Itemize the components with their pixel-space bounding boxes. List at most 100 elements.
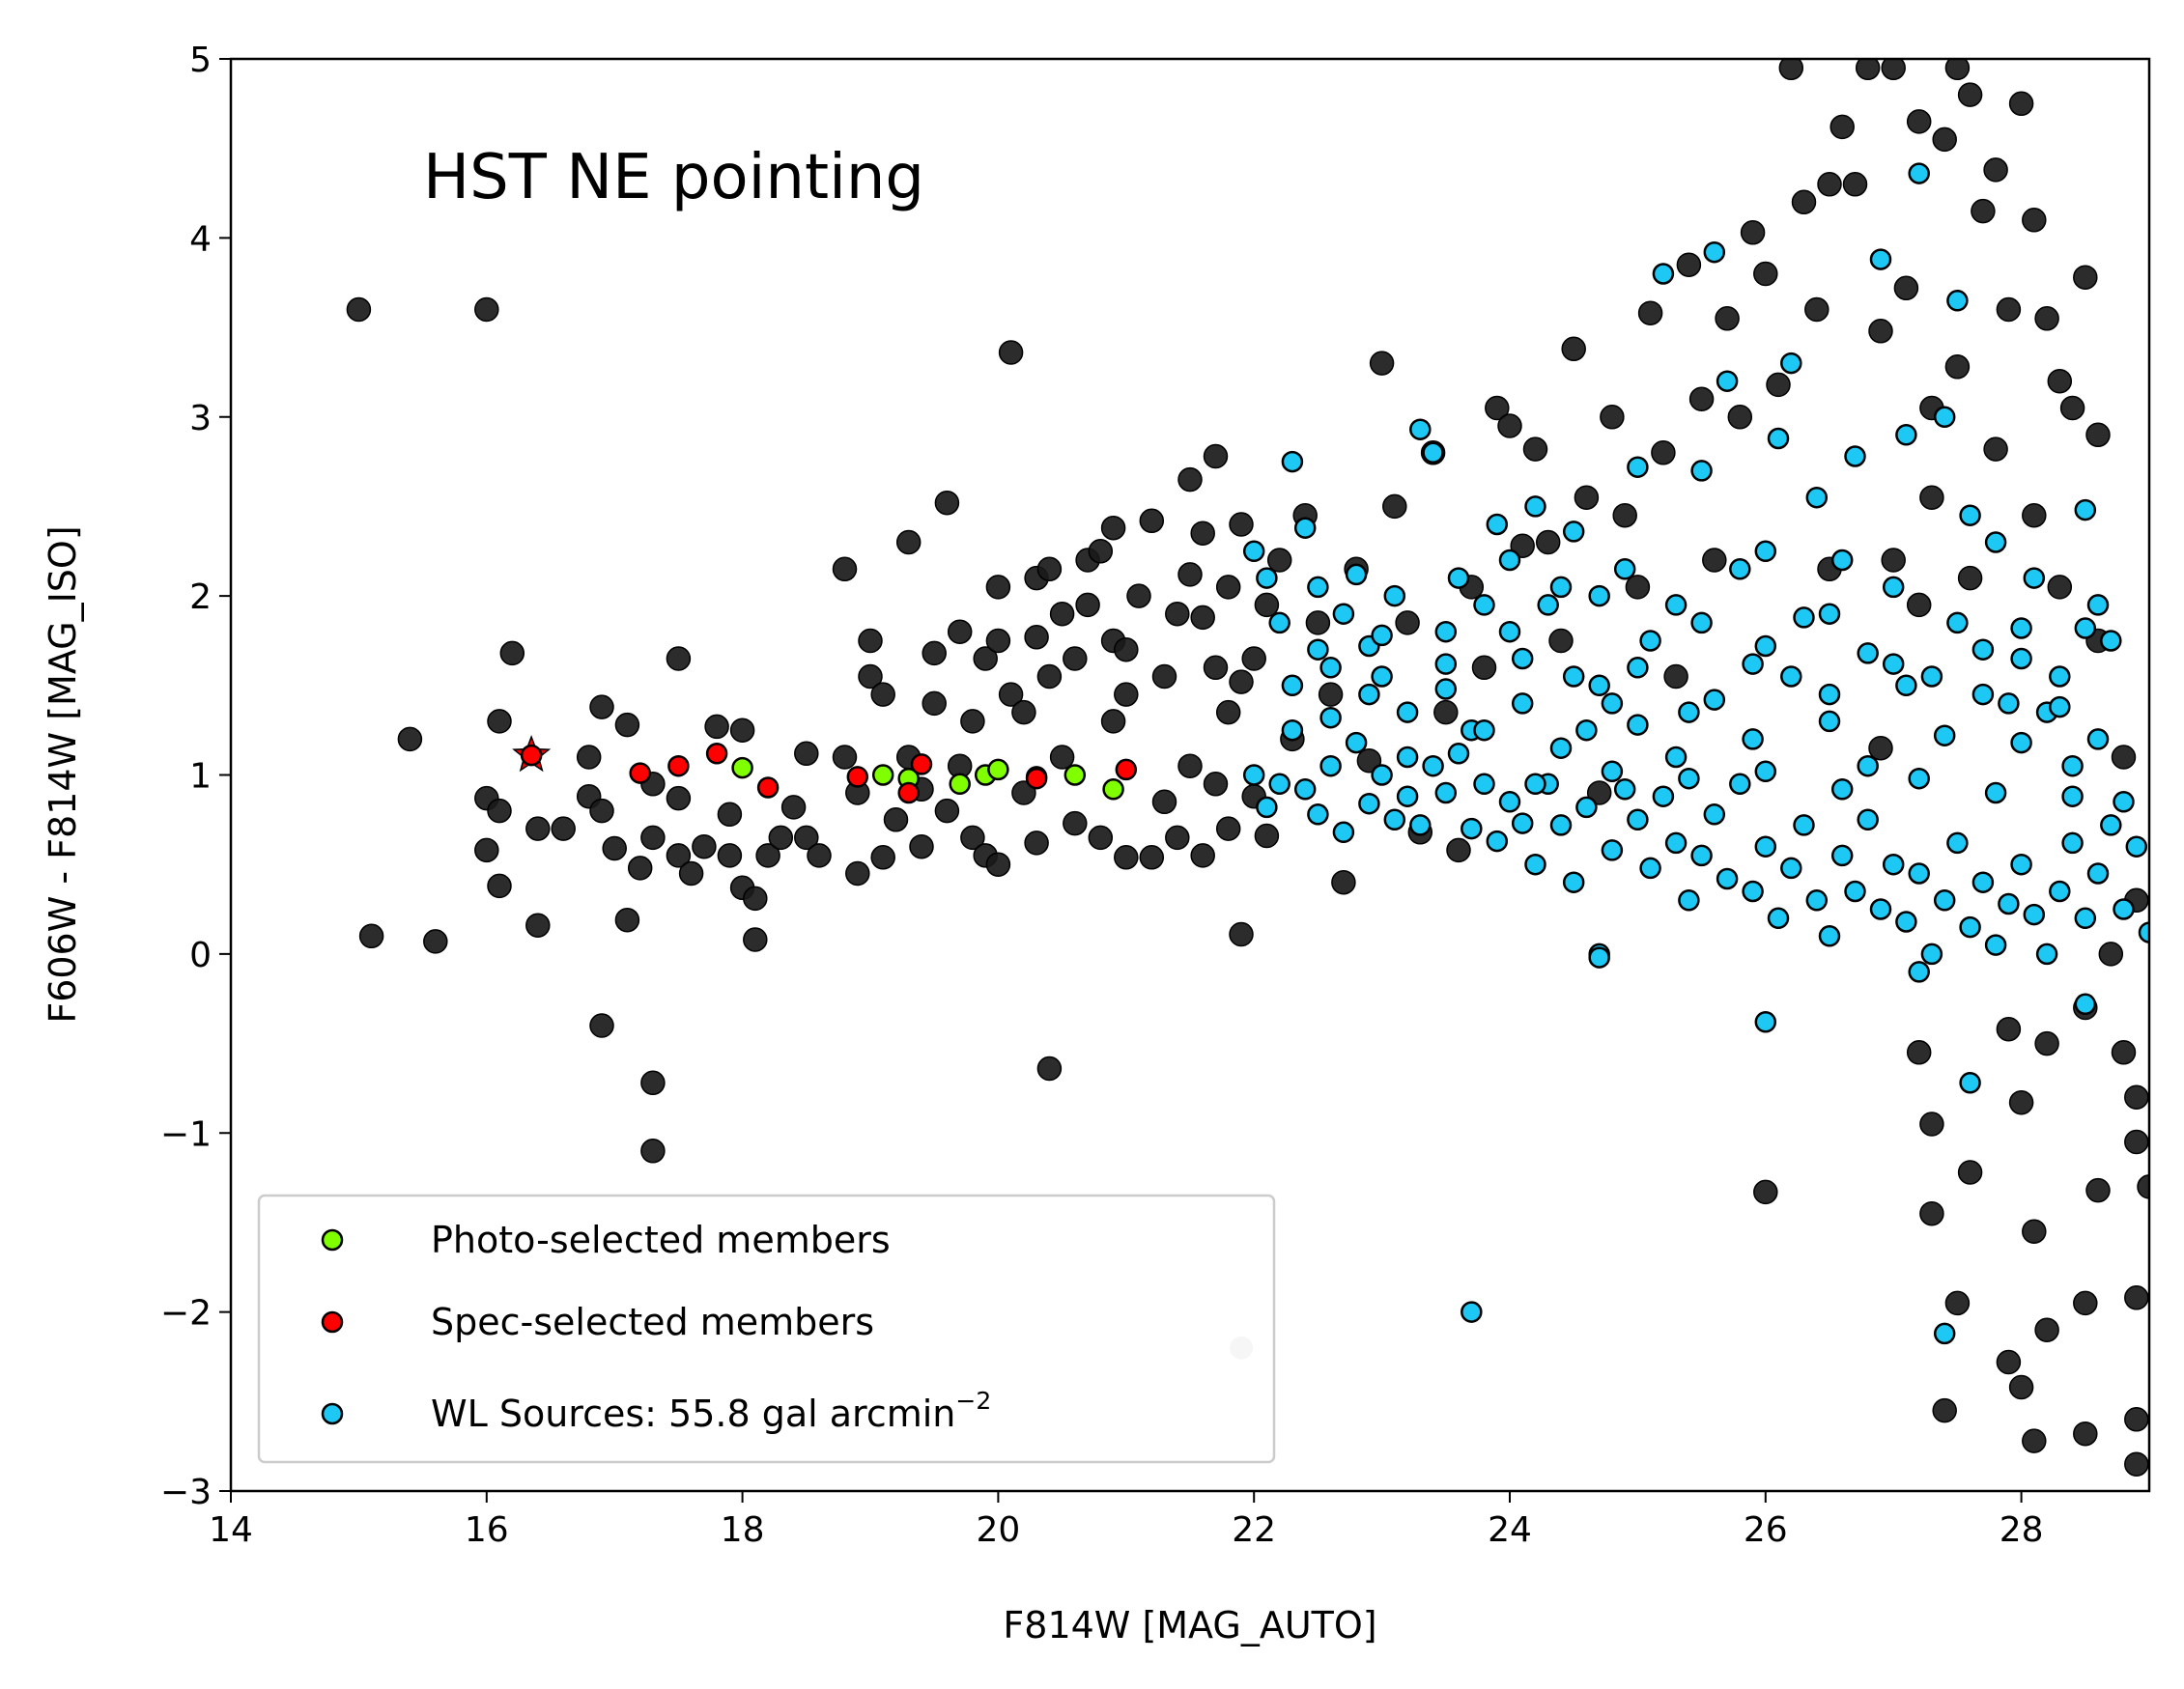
data-point xyxy=(1562,871,1585,893)
data-point xyxy=(1971,871,1995,893)
data-point xyxy=(1537,594,1559,616)
data-point xyxy=(1996,1349,2022,1375)
data-point xyxy=(2022,208,2047,233)
data-point xyxy=(1919,1200,1944,1226)
data-point xyxy=(1690,460,1713,482)
data-point xyxy=(1433,699,1459,725)
data-point xyxy=(845,860,870,887)
data-point xyxy=(692,833,717,859)
data-point xyxy=(1920,665,1943,688)
data-point xyxy=(743,927,768,952)
data-point xyxy=(1601,760,1624,783)
data-point xyxy=(1932,127,1957,153)
data-point xyxy=(1025,767,1048,790)
data-point xyxy=(2100,630,2122,652)
data-point xyxy=(1588,946,1610,969)
data-point xyxy=(1678,889,1700,912)
data-point xyxy=(1742,880,1764,903)
data-point xyxy=(717,802,743,828)
data-point xyxy=(1690,844,1713,867)
data-point xyxy=(1664,746,1688,769)
x-tick-label: 24 xyxy=(1488,1510,1532,1550)
data-point xyxy=(1473,594,1495,616)
data-point xyxy=(1996,296,2022,323)
data-point xyxy=(1126,583,1151,608)
data-point xyxy=(1676,252,1702,277)
data-point xyxy=(1742,653,1764,675)
data-point xyxy=(1933,889,1956,912)
x-tick-label: 28 xyxy=(2000,1510,2044,1550)
data-point xyxy=(1625,575,1651,600)
data-point xyxy=(1805,486,1829,509)
data-point xyxy=(922,640,947,666)
data-point xyxy=(2086,594,2110,616)
data-point xyxy=(2022,1428,2047,1453)
data-point xyxy=(2124,1407,2149,1432)
data-point xyxy=(858,663,883,690)
x-tick-label: 18 xyxy=(721,1510,765,1550)
data-point xyxy=(1011,780,1036,805)
data-point xyxy=(1881,548,1906,573)
data-point xyxy=(1254,592,1280,618)
data-point xyxy=(1688,386,1715,411)
data-point xyxy=(474,296,499,323)
data-point xyxy=(1358,792,1380,815)
data-point xyxy=(2125,835,2148,858)
data-point xyxy=(883,807,909,832)
data-point xyxy=(1600,405,1625,430)
data-point xyxy=(1830,549,1854,572)
data-point xyxy=(1767,427,1790,450)
chart-title: HST NE pointing xyxy=(423,142,924,213)
data-point xyxy=(1422,754,1444,777)
data-point xyxy=(1549,814,1573,836)
data-point xyxy=(1906,592,1932,618)
x-tick-label: 26 xyxy=(1744,1510,1788,1550)
data-point xyxy=(794,741,819,767)
data-point xyxy=(2113,791,2135,813)
data-point xyxy=(1498,620,1521,643)
data-point xyxy=(1165,601,1190,627)
data-point xyxy=(1434,781,1458,804)
y-tick-label: 2 xyxy=(189,577,212,617)
data-point xyxy=(704,714,729,740)
data-point xyxy=(1396,785,1419,807)
data-point xyxy=(1933,1322,1956,1345)
y-tick-label: 0 xyxy=(189,936,212,975)
x-tick-label: 20 xyxy=(976,1510,1020,1550)
data-point xyxy=(2073,1421,2098,1447)
data-point xyxy=(1613,778,1636,801)
data-point xyxy=(922,690,947,717)
data-point xyxy=(2034,1317,2059,1342)
data-point xyxy=(2085,1177,2111,1203)
data-point xyxy=(1791,189,1817,215)
data-point xyxy=(1383,808,1406,831)
data-point xyxy=(2010,853,2032,876)
data-point xyxy=(1473,718,1495,742)
data-point xyxy=(780,795,807,820)
data-point xyxy=(2086,862,2110,885)
data-point xyxy=(1637,300,1663,325)
legend-label-wl-superscript: −2 xyxy=(955,1387,991,1415)
data-point xyxy=(1229,669,1254,694)
data-point xyxy=(1434,620,1458,643)
data-point xyxy=(1908,961,1930,983)
data-point xyxy=(1932,1397,1957,1423)
data-point xyxy=(1882,853,1905,876)
data-point xyxy=(998,682,1024,707)
data-point xyxy=(1805,889,1829,912)
data-point xyxy=(1548,628,1574,654)
data-point xyxy=(846,766,869,788)
data-point xyxy=(667,754,690,777)
data-point xyxy=(870,845,895,870)
data-point xyxy=(1754,835,1777,858)
data-point xyxy=(1908,162,1930,184)
data-point xyxy=(2034,306,2059,331)
legend-marker-photo xyxy=(321,1228,344,1252)
data-point xyxy=(346,296,372,323)
data-point xyxy=(666,646,692,671)
data-point xyxy=(1959,1072,1981,1094)
data-point xyxy=(1203,772,1229,797)
data-point xyxy=(1944,354,1971,380)
data-point xyxy=(1652,263,1675,285)
